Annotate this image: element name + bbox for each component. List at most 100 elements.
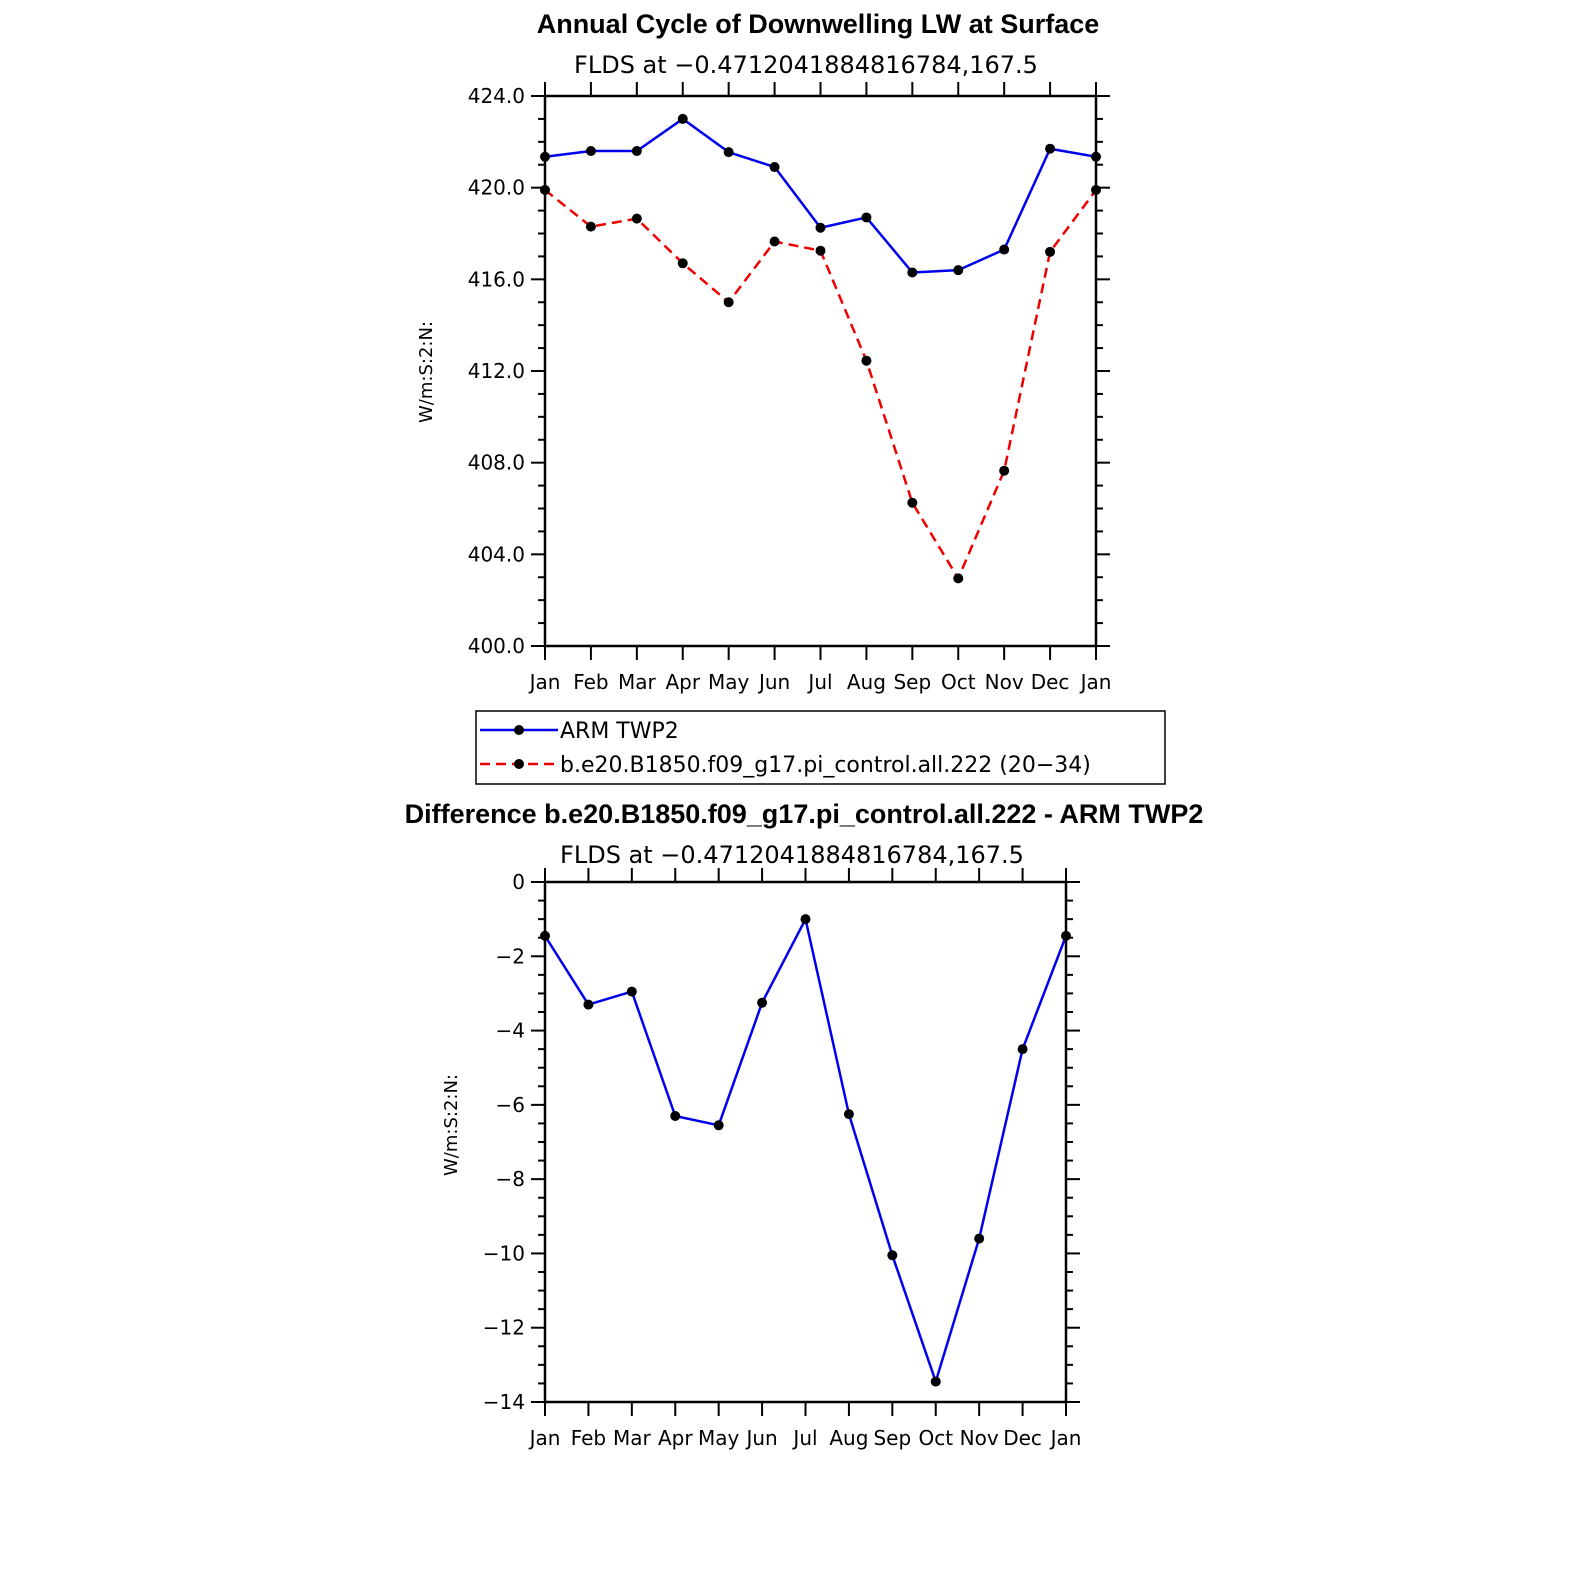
x-tick-label: Nov [985,670,1024,694]
data-point [757,997,768,1008]
x-tick-label: Apr [658,1426,693,1450]
y-tick-label: −8 [496,1167,525,1191]
y-tick-label: 408.0 [468,451,525,475]
plot-series [540,914,1071,1387]
data-point [1045,246,1056,257]
x-tick-label: Apr [665,670,700,694]
data-point [907,267,918,278]
x-tick-label: Sep [893,670,931,694]
x-tick-label: Jan [528,670,561,694]
y-tick-label: 404.0 [468,542,525,566]
x-tick-label: Jun [744,1426,777,1450]
data-point [974,1233,985,1244]
data-point [670,1111,681,1121]
data-point [1091,184,1101,195]
legend: ARM TWP2 b.e20.B1850.f09_g17.pi_control.… [475,710,1166,785]
data-point [713,1120,724,1131]
plot-axes: 400.0 404.0 408.0 412.0 416.0 420.0 424.0 Jan Fe… [468,82,1112,694]
y-tick-label: 420.0 [468,176,525,200]
x-tick-label: Mar [618,670,657,694]
legend-marker-model [514,759,524,769]
x-tick-label: Nov [960,1426,999,1450]
y-tick-label: −6 [496,1093,525,1117]
x-tick-label: Jan [1079,670,1112,694]
x-tick-label: Aug [847,670,886,694]
plot-axes: −14 −12 −10 −8 −6 −4 −2 0 Jan Feb Mar Apr May Jun Jul A… [483,868,1082,1450]
data-point [815,245,826,256]
data-point [585,221,596,232]
x-tick-label: Feb [573,670,608,694]
x-tick-label: Sep [873,1426,911,1450]
x-tick-label: May [708,670,750,694]
data-point [861,355,872,366]
data-point [999,465,1010,476]
data-point [1045,143,1056,154]
legend-marker-arm [514,725,524,735]
plot-series [540,113,1101,584]
x-tick-label: Oct [941,670,976,694]
data-point [631,146,642,156]
data-point [583,999,594,1010]
chart-title: Difference b.e20.B1850.f09_g17.pi_contro… [405,799,1204,829]
data-point [677,258,688,269]
chart-title: Annual Cycle of Downwelling LW at Surfac… [537,9,1100,39]
x-tick-label: Feb [571,1426,606,1450]
x-tick-label: May [698,1426,740,1450]
y-tick-label: 412.0 [468,359,525,383]
y-tick-label: −2 [496,944,525,968]
y-axis-label: W/m:S:2:N: [441,1074,462,1176]
legend-label-arm: ARM TWP2 [560,719,679,744]
x-tick-label: Jul [791,1426,817,1450]
plot-frame [543,880,1068,1404]
y-tick-label: 0 [512,870,525,894]
data-point [930,1376,941,1387]
data-point [800,914,811,925]
y-axis-label: W/m:S:2:N: [416,321,437,423]
x-tick-label: Jan [528,1426,561,1450]
x-tick-label: Dec [1031,670,1070,694]
chart-subtitle: FLDS at −0.4712041884816784,167.5 [560,841,1024,869]
data-point [843,1109,854,1120]
data-point [1061,930,1071,941]
series-line-0 [543,917,1068,1383]
x-tick-label: Aug [829,1426,868,1450]
y-tick-label: 400.0 [468,634,525,658]
legend-label-model: b.e20.B1850.f09_g17.pi_control.all.222 (… [560,753,1091,778]
data-point [631,213,642,224]
data-point [723,147,734,158]
y-tick-label: 416.0 [468,267,525,291]
data-point [677,113,688,124]
y-tick-label: −12 [483,1316,525,1340]
chart-subtitle: FLDS at −0.4712041884816784,167.5 [574,51,1038,79]
data-point [953,265,964,276]
data-point [626,986,637,997]
y-tick-label: −4 [496,1019,525,1043]
data-point [907,497,918,508]
data-point [723,297,734,308]
data-point [540,184,550,195]
legend-box [475,710,1166,785]
x-tick-label: Jan [1049,1426,1082,1450]
x-tick-label: Jul [806,670,832,694]
annual-cycle-chart: Annual Cycle of Downwelling LW at Surfac… [416,9,1111,694]
data-point [1091,151,1101,162]
difference-chart: Difference b.e20.B1850.f09_g17.pi_contro… [405,799,1204,1450]
y-tick-label: −10 [483,1241,525,1265]
data-point [540,151,550,162]
data-point [585,146,596,156]
data-point [769,162,780,173]
data-point [953,573,964,584]
data-point [540,930,550,941]
x-tick-label: Oct [918,1426,953,1450]
x-tick-label: Jun [757,670,790,694]
x-tick-label: Dec [1003,1426,1042,1450]
data-point [1017,1044,1028,1055]
data-point [999,244,1010,255]
data-point [769,236,780,247]
data-point [861,212,872,223]
y-tick-label: −14 [483,1390,525,1414]
plot-frame [543,94,1098,648]
y-tick-label: 424.0 [468,84,525,108]
data-point [815,222,826,233]
